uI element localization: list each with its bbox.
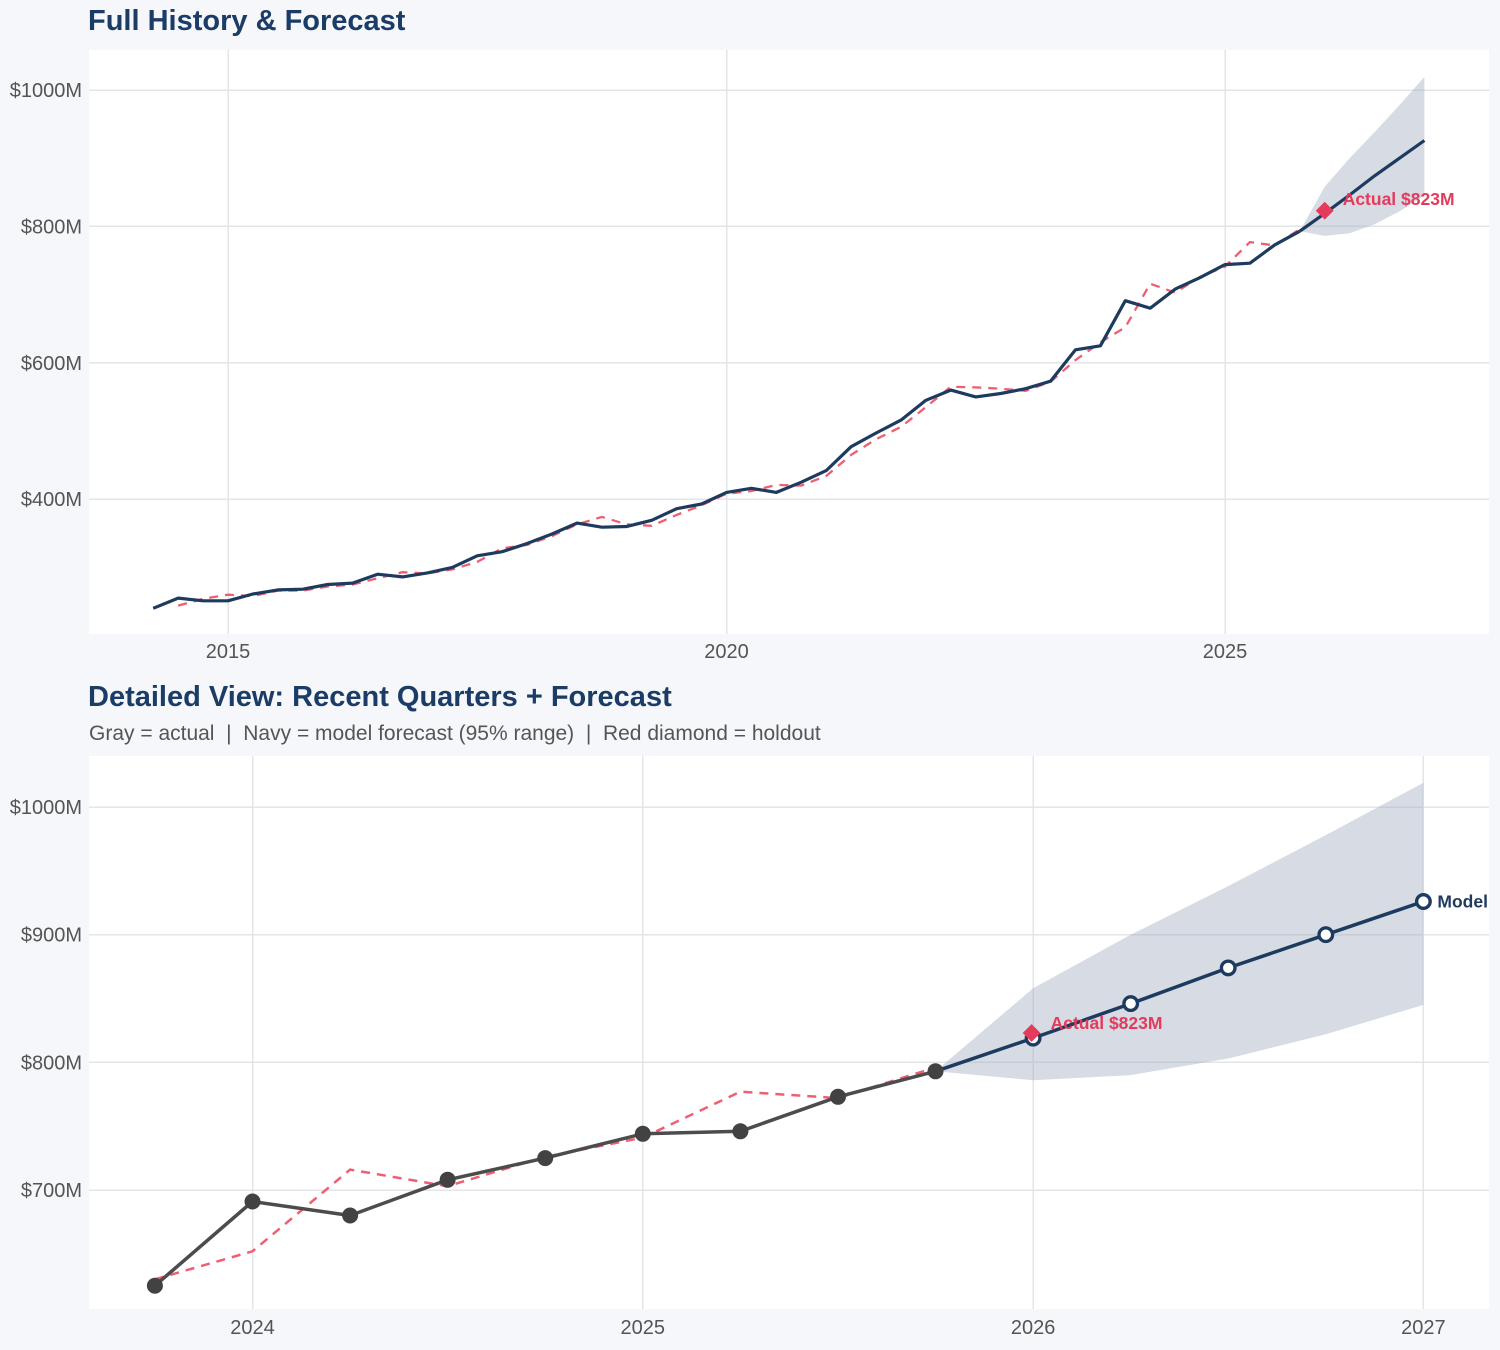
svg-text:Detailed View: Recent Quarters: Detailed View: Recent Quarters + Forecas… (88, 681, 672, 713)
svg-text:2025: 2025 (1203, 641, 1248, 663)
svg-text:2025: 2025 (621, 1317, 666, 1339)
svg-text:$600M: $600M (21, 353, 82, 375)
svg-text:Actual $823M: Actual $823M (1051, 1013, 1163, 1033)
svg-text:$1000M: $1000M (10, 797, 82, 819)
svg-text:$400M: $400M (21, 489, 82, 511)
svg-text:Gray = actual | Navy = model: Gray = actual | Navy = model forecast (9… (89, 722, 821, 745)
svg-text:$900M: $900M (21, 925, 82, 947)
svg-text:$1000M: $1000M (10, 80, 82, 102)
svg-text:Full History & Forecast: Full History & Forecast (88, 5, 406, 37)
svg-text:2026: 2026 (1011, 1317, 1056, 1339)
svg-text:2020: 2020 (704, 641, 749, 663)
svg-text:2024: 2024 (230, 1317, 275, 1339)
svg-text:$700M: $700M (21, 1180, 82, 1202)
svg-text:Model: Model (1437, 892, 1488, 912)
svg-text:Actual $823M: Actual $823M (1343, 189, 1455, 209)
svg-text:$800M: $800M (21, 1052, 82, 1074)
svg-text:2027: 2027 (1401, 1317, 1446, 1339)
svg-text:2015: 2015 (206, 641, 251, 663)
svg-text:$800M: $800M (21, 216, 82, 238)
